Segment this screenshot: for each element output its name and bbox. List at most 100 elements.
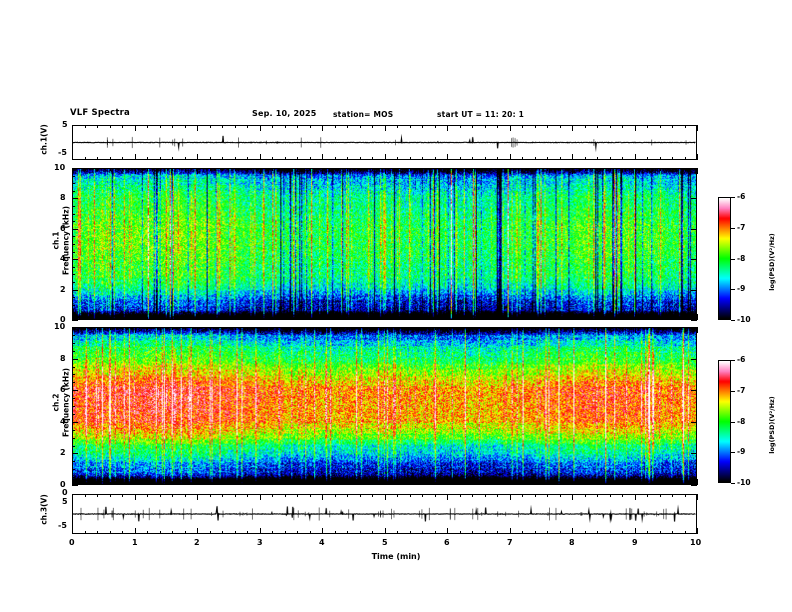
ch1-waveform-panel bbox=[72, 125, 697, 160]
time-tick-mark bbox=[647, 157, 648, 160]
time-tick-mark bbox=[685, 317, 686, 320]
time-tick-mark bbox=[435, 157, 436, 160]
time-tick-mark bbox=[385, 314, 386, 320]
time-tick-mark bbox=[135, 494, 136, 500]
time-tick-mark bbox=[410, 531, 411, 534]
ch2-spectrogram-image bbox=[73, 328, 696, 484]
time-tick-mark bbox=[222, 482, 223, 485]
freq-minor-tick bbox=[72, 453, 75, 454]
freq-minor-tick bbox=[72, 320, 75, 321]
colorbar-ch1-gradient bbox=[719, 198, 730, 319]
time-tick-mark bbox=[110, 168, 111, 171]
time-tick-mark bbox=[610, 494, 611, 497]
freq-tick-mark bbox=[72, 320, 78, 321]
time-tick-mark bbox=[197, 154, 198, 160]
time-tick-mark bbox=[447, 327, 448, 333]
time-tick-mark bbox=[635, 125, 636, 131]
time-tick-mark bbox=[222, 317, 223, 320]
colorbar-tick-label: -6 bbox=[737, 192, 746, 201]
time-tick-mark bbox=[360, 327, 361, 330]
colorbar-tick-mark bbox=[731, 422, 735, 423]
x-axis-label: Time (min) bbox=[371, 552, 421, 561]
time-tick-mark bbox=[572, 168, 573, 174]
time-tick-mark bbox=[697, 168, 698, 174]
time-tick-mark bbox=[260, 528, 261, 534]
time-tick-mark bbox=[460, 125, 461, 128]
time-tick-mark bbox=[372, 317, 373, 320]
time-tick-mark bbox=[672, 494, 673, 497]
freq-tick-label: 4 bbox=[60, 417, 66, 426]
time-tick-mark bbox=[372, 327, 373, 330]
time-tick-mark bbox=[422, 317, 423, 320]
time-tick-mark bbox=[97, 327, 98, 330]
time-tick-mark bbox=[610, 531, 611, 534]
time-tick-mark bbox=[535, 494, 536, 497]
time-tick-mark bbox=[310, 494, 311, 497]
time-tick-mark bbox=[472, 531, 473, 534]
time-tick-mark bbox=[610, 327, 611, 330]
time-tick-mark bbox=[547, 327, 548, 330]
time-tick-mark bbox=[522, 157, 523, 160]
time-tick-mark bbox=[647, 125, 648, 128]
time-tick-mark bbox=[472, 125, 473, 128]
time-tick-mark bbox=[147, 168, 148, 171]
ch3-waveform-axis-label: ch.3(V) bbox=[39, 494, 49, 525]
time-tick-mark bbox=[522, 125, 523, 128]
time-tick-mark bbox=[435, 327, 436, 330]
time-tick-mark bbox=[122, 531, 123, 534]
time-tick-mark bbox=[347, 317, 348, 320]
time-tick-mark bbox=[260, 154, 261, 160]
time-tick-mark bbox=[585, 531, 586, 534]
time-tick-mark bbox=[360, 494, 361, 497]
time-tick-mark bbox=[247, 317, 248, 320]
colorbar-tick-mark bbox=[731, 197, 735, 198]
time-tick-mark bbox=[610, 157, 611, 160]
freq-tick-mark bbox=[72, 229, 78, 230]
time-tick-mark bbox=[85, 327, 86, 330]
freq-tick-mark-right bbox=[691, 390, 697, 391]
time-tick-mark bbox=[135, 168, 136, 174]
time-tick-mark bbox=[335, 482, 336, 485]
time-tick-mark bbox=[247, 168, 248, 171]
time-tick-mark bbox=[172, 531, 173, 534]
time-tick-mark bbox=[210, 531, 211, 534]
time-tick-mark bbox=[535, 531, 536, 534]
time-tick-mark bbox=[522, 317, 523, 320]
time-tick-mark bbox=[310, 482, 311, 485]
time-tick-mark bbox=[522, 482, 523, 485]
freq-minor-tick bbox=[72, 477, 75, 478]
observation-date: Sep. 10, 2025 bbox=[252, 109, 317, 118]
colorbar-tick-mark bbox=[731, 391, 735, 392]
ch1-waveform-trace bbox=[73, 126, 696, 159]
time-tick-mark bbox=[135, 154, 136, 160]
freq-tick-mark-right bbox=[691, 259, 697, 260]
time-tick-mark bbox=[172, 125, 173, 128]
time-tick-mark bbox=[597, 494, 598, 497]
time-tick-mark bbox=[272, 531, 273, 534]
time-tick-mark bbox=[285, 317, 286, 320]
time-tick-mark bbox=[385, 479, 386, 485]
time-tick-mark bbox=[172, 482, 173, 485]
time-tick-mark bbox=[285, 168, 286, 171]
freq-minor-tick bbox=[72, 374, 75, 375]
time-tick-mark bbox=[360, 531, 361, 534]
time-tick-mark bbox=[485, 531, 486, 534]
time-tick-mark bbox=[397, 125, 398, 128]
time-tick-mark bbox=[310, 531, 311, 534]
time-tick-mark bbox=[485, 327, 486, 330]
time-tick-mark bbox=[235, 157, 236, 160]
time-tick-mark bbox=[522, 327, 523, 330]
time-tick-mark bbox=[110, 531, 111, 534]
time-tick-mark bbox=[685, 125, 686, 128]
time-tick-mark bbox=[547, 494, 548, 497]
time-tick-mark bbox=[522, 531, 523, 534]
time-tick-mark bbox=[197, 125, 198, 131]
time-tick-mark bbox=[697, 327, 698, 333]
time-tick-mark bbox=[560, 531, 561, 534]
freq-tick-label: 2 bbox=[60, 448, 66, 457]
time-tick-mark bbox=[322, 125, 323, 131]
time-tick-mark bbox=[635, 528, 636, 534]
time-tick-label: 0 bbox=[69, 538, 75, 547]
freq-minor-tick bbox=[72, 274, 75, 275]
time-tick-mark bbox=[397, 317, 398, 320]
